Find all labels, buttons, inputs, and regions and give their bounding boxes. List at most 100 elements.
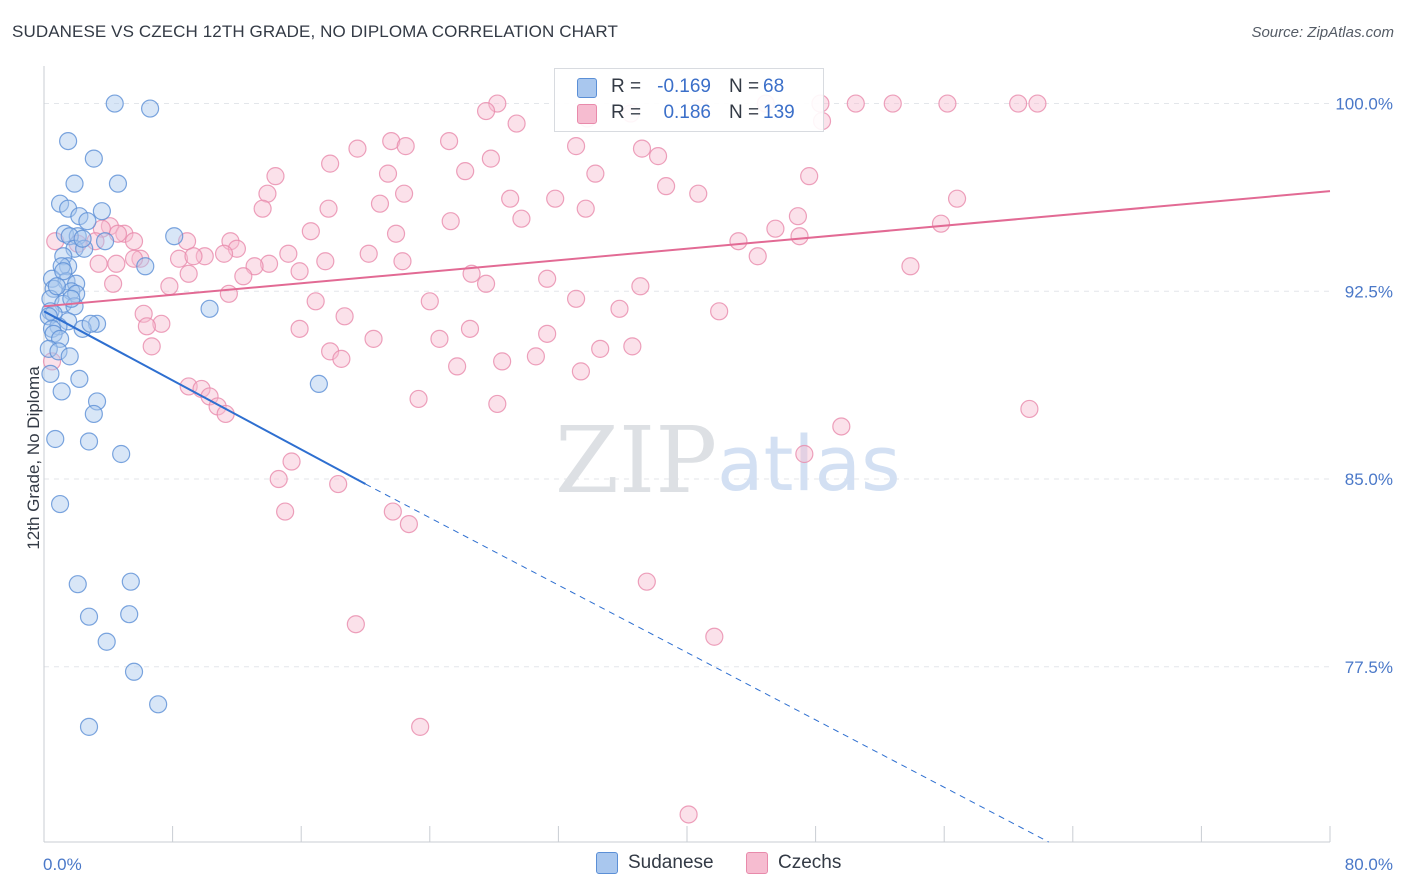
- legend-row-sudanese: R = -0.169 N = 68: [555, 74, 823, 100]
- czech-point: [115, 224, 134, 243]
- sudanese-point: [44, 279, 63, 298]
- sudanese-point: [70, 369, 89, 389]
- czech-point: [832, 417, 851, 436]
- czech-point: [931, 214, 951, 233]
- czech-point: [566, 289, 586, 308]
- czech-point: [448, 357, 467, 376]
- czech-point: [399, 514, 419, 534]
- watermark-zip: ZIP: [555, 407, 717, 514]
- n-label: N =: [729, 76, 760, 97]
- r-label: R =: [611, 102, 642, 123]
- czech-point: [938, 94, 957, 113]
- sudanese-point: [65, 174, 84, 193]
- czech-point: [359, 244, 378, 263]
- czech-point: [476, 274, 496, 293]
- legend-item-sudanese[interactable]: Sudanese: [596, 852, 714, 874]
- czech-point: [610, 299, 629, 318]
- sudanese-point: [78, 212, 97, 231]
- czech-point: [476, 101, 496, 121]
- y-tick-label: 85.0%: [1345, 470, 1393, 489]
- watermark: ZIP atlas: [555, 407, 901, 514]
- sudanese-point: [87, 314, 107, 333]
- czech-point: [512, 209, 531, 228]
- y-axis-label: 12th Grade, No Diploma: [24, 366, 43, 550]
- x-tick-label: 0.0%: [43, 855, 82, 874]
- sudanese-point: [120, 605, 139, 624]
- czech-point: [648, 147, 668, 166]
- sudanese-point: [79, 607, 99, 626]
- sudanese-points: [39, 94, 328, 736]
- legend-item-czechs[interactable]: Czechs: [746, 852, 841, 874]
- y-tick-labels: 77.5% 85.0% 92.5% 100.0%: [1335, 95, 1393, 677]
- czech-point: [571, 362, 591, 381]
- czech-point: [370, 194, 390, 213]
- sudanese-point: [124, 662, 144, 681]
- czech-point: [790, 227, 809, 246]
- czech-point: [591, 339, 610, 358]
- czech-point: [883, 94, 902, 113]
- czech-point: [1020, 399, 1039, 419]
- sudanese-point: [54, 262, 73, 281]
- czech-point: [282, 452, 301, 471]
- sudanese-point: [105, 94, 124, 113]
- sudanese-point: [84, 404, 103, 424]
- czech-point: [290, 319, 309, 338]
- czech-point: [306, 292, 325, 311]
- r-value: 0.186: [663, 102, 711, 123]
- sudanese-point: [49, 342, 68, 361]
- czech-point: [348, 139, 367, 158]
- x-tick-label: 80.0%: [1345, 855, 1393, 874]
- sudanese-point: [108, 174, 128, 193]
- czech-point: [346, 615, 365, 634]
- sudanese-point: [59, 257, 78, 276]
- czech-point: [301, 222, 320, 241]
- legend-row-czechs: R = 0.186 N = 139: [555, 100, 823, 126]
- czech-points: [42, 94, 1047, 824]
- czech-point: [501, 189, 520, 208]
- czech-point: [184, 247, 203, 266]
- czech-point: [901, 257, 920, 276]
- y-tick-label: 100.0%: [1335, 95, 1393, 114]
- czech-point: [566, 137, 586, 156]
- czech-point: [462, 264, 481, 283]
- czech-point: [623, 337, 642, 356]
- czech-point: [46, 232, 65, 251]
- czech-point: [846, 94, 865, 113]
- czech-point: [657, 177, 676, 196]
- sudanese-point: [97, 632, 116, 651]
- czech-point: [124, 232, 144, 251]
- czech-point: [420, 292, 439, 311]
- czech-point: [137, 317, 156, 336]
- sudanese-point: [47, 277, 66, 296]
- czech-point: [679, 805, 698, 824]
- sudanese-point: [92, 202, 111, 221]
- czech-point: [488, 394, 507, 414]
- sudanese-point: [79, 717, 99, 736]
- czech-point: [538, 324, 557, 343]
- sudanese-point: [95, 232, 115, 251]
- czech-legend-swatch: [746, 852, 768, 874]
- czech-point: [705, 627, 724, 646]
- sudanese-point: [121, 572, 140, 591]
- sudanese-point: [112, 444, 131, 464]
- czech-point: [364, 329, 383, 348]
- czech-point: [1009, 94, 1028, 113]
- czech-point: [332, 349, 351, 368]
- sudanese-point: [60, 347, 79, 366]
- czech-point: [632, 139, 652, 158]
- czech-point: [179, 264, 198, 283]
- axes: [43, 66, 1331, 843]
- r-value: -0.169: [657, 76, 711, 97]
- czech-point: [586, 164, 605, 183]
- czech-legend-label: Czechs: [778, 852, 842, 873]
- czech-point: [142, 337, 161, 356]
- sudanese-trend-line: [43, 310, 366, 485]
- czech-point: [396, 137, 415, 156]
- czech-point: [481, 149, 500, 168]
- czech-swatch: [577, 104, 597, 124]
- czech-point: [321, 154, 340, 173]
- y-tick-label: 92.5%: [1345, 282, 1393, 301]
- czech-point: [169, 249, 189, 268]
- czech-point: [386, 224, 406, 243]
